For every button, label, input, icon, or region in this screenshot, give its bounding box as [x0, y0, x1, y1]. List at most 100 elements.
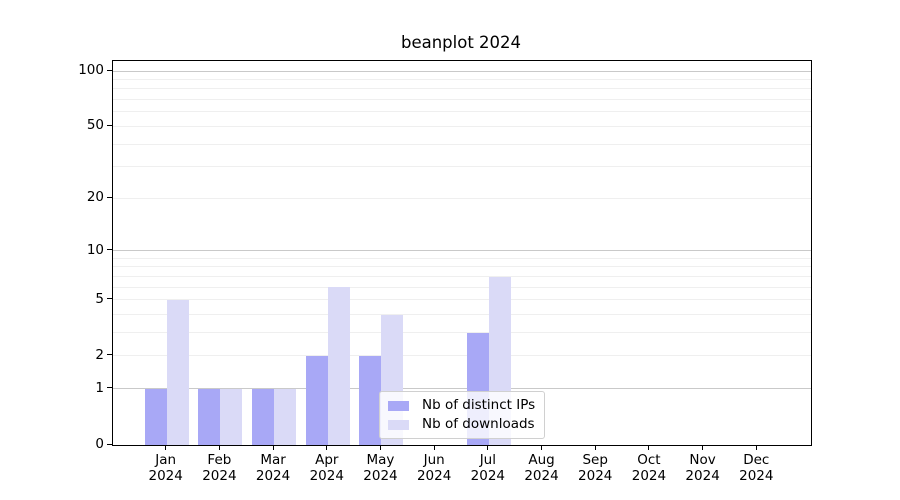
x-tick-sep: [594, 446, 596, 450]
gridline-minor-50: [113, 125, 811, 127]
x-tick-year: 2024: [255, 468, 291, 484]
gridline-minor-4: [113, 314, 811, 316]
gridline-minor-5: [113, 299, 811, 301]
x-tick-month: Apr: [315, 452, 339, 468]
x-tick-oct: [648, 446, 650, 450]
x-tick-may: [379, 446, 381, 450]
gridline-minor-30: [113, 166, 811, 168]
x-tick-label-feb: Feb 2024: [188, 452, 250, 484]
x-tick-label-dec: Dec 2024: [725, 452, 787, 484]
x-tick-month: Jun: [423, 452, 445, 468]
x-tick-dec: [755, 446, 757, 450]
bar-ips-mar: [252, 388, 275, 445]
x-tick-apr: [326, 446, 328, 450]
x-tick-month: Oct: [637, 452, 661, 468]
bar-ips-apr: [305, 355, 328, 445]
x-tick-year: 2024: [524, 468, 559, 484]
bar-downloads-apr: [327, 287, 350, 445]
x-tick-year: 2024: [470, 468, 506, 484]
x-tick-month: Dec: [743, 452, 770, 468]
y-tick-100: [107, 69, 112, 71]
x-tick-label-aug: Aug 2024: [511, 452, 573, 484]
y-tick-label-100: 100: [78, 62, 104, 78]
x-tick-year: 2024: [148, 468, 183, 484]
x-tick-year: 2024: [685, 468, 720, 484]
gridline-minor-20: [113, 197, 811, 199]
legend-swatch: [388, 400, 409, 411]
gridline-minor-60: [113, 111, 811, 113]
x-tick-label-jun: Jun 2024: [403, 452, 465, 484]
y-tick-label-1: 1: [95, 379, 104, 396]
legend-item-distinct-ips: Nb of distinct IPs: [388, 398, 535, 413]
x-tick-label-jan: Jan 2024: [135, 452, 197, 484]
plot-area: Nb of distinct IPs Nb of downloads: [112, 60, 812, 446]
x-tick-month: Jan: [155, 452, 177, 468]
y-tick-label-0: 0: [95, 436, 104, 452]
x-tick-jan: [165, 446, 167, 450]
x-tick-jul: [487, 446, 489, 450]
x-tick-feb: [218, 446, 220, 450]
y-tick-0: [107, 443, 112, 445]
y-tick-50: [107, 124, 112, 126]
gridline-major-100: [113, 70, 811, 72]
gridline-minor-80: [113, 88, 811, 90]
bar-downloads-mar: [274, 388, 297, 445]
x-tick-mar: [272, 446, 274, 450]
y-tick-label-20: 20: [86, 189, 104, 206]
y-tick-label-5: 5: [95, 290, 104, 307]
x-tick-jun: [433, 446, 435, 450]
y-tick-1: [107, 387, 112, 389]
gridline-major-1: [113, 388, 811, 390]
x-tick-month: Nov: [689, 452, 716, 468]
gridline-minor-3: [113, 332, 811, 334]
x-tick-label-apr: Apr 2024: [296, 452, 358, 484]
x-tick-year: 2024: [363, 468, 398, 484]
legend-item-downloads: Nb of downloads: [388, 417, 535, 432]
gridline-minor-9: [113, 257, 811, 259]
x-tick-label-sep: Sep 2024: [564, 452, 626, 484]
x-tick-label-oct: Oct 2024: [618, 452, 680, 484]
y-tick-20: [107, 196, 112, 198]
x-tick-year: 2024: [739, 468, 774, 484]
gridline-minor-7: [113, 276, 811, 277]
y-tick-5: [107, 298, 112, 300]
x-tick-year: 2024: [631, 468, 667, 484]
x-tick-label-mar: Mar 2024: [242, 452, 304, 484]
bar-ips-jan: [144, 388, 167, 445]
x-tick-month: Sep: [582, 452, 608, 468]
x-tick-label-jul: Jul 2024: [457, 452, 519, 484]
bar-downloads-feb: [220, 388, 243, 445]
bar-downloads-jan: [166, 299, 189, 445]
bar-ips-feb: [198, 388, 221, 445]
y-tick-2: [107, 354, 112, 356]
x-tick-aug: [541, 446, 543, 450]
bar-ips-may: [359, 355, 382, 445]
x-tick-month: Feb: [207, 452, 232, 468]
gridline-minor-40: [113, 143, 811, 145]
x-tick-year: 2024: [309, 468, 344, 484]
x-tick-month: Jul: [479, 452, 496, 468]
gridline-minor-6: [113, 286, 811, 288]
x-tick-label-nov: Nov 2024: [672, 452, 734, 484]
x-tick-month: May: [366, 452, 395, 468]
x-tick-month: Aug: [528, 452, 555, 468]
x-tick-nov: [702, 446, 704, 450]
legend-label: Nb of downloads: [422, 416, 535, 432]
x-tick-year: 2024: [578, 468, 613, 484]
x-tick-label-may: May 2024: [349, 452, 411, 484]
legend-label: Nb of distinct IPs: [422, 397, 536, 413]
gridline-major-10: [113, 250, 811, 252]
y-tick-10: [107, 249, 112, 251]
x-tick-year: 2024: [202, 468, 237, 484]
gridline-minor-2: [113, 355, 811, 357]
gridline-minor-8: [113, 266, 811, 268]
x-tick-year: 2024: [416, 468, 452, 484]
legend: Nb of distinct IPs Nb of downloads: [379, 391, 546, 439]
y-tick-label-2: 2: [95, 346, 104, 363]
gridline-minor-70: [113, 99, 811, 101]
y-tick-label-50: 50: [86, 117, 104, 134]
gridline-minor-90: [113, 78, 811, 80]
chart-title: beanplot 2024: [400, 33, 522, 52]
x-tick-month: Mar: [260, 452, 286, 468]
